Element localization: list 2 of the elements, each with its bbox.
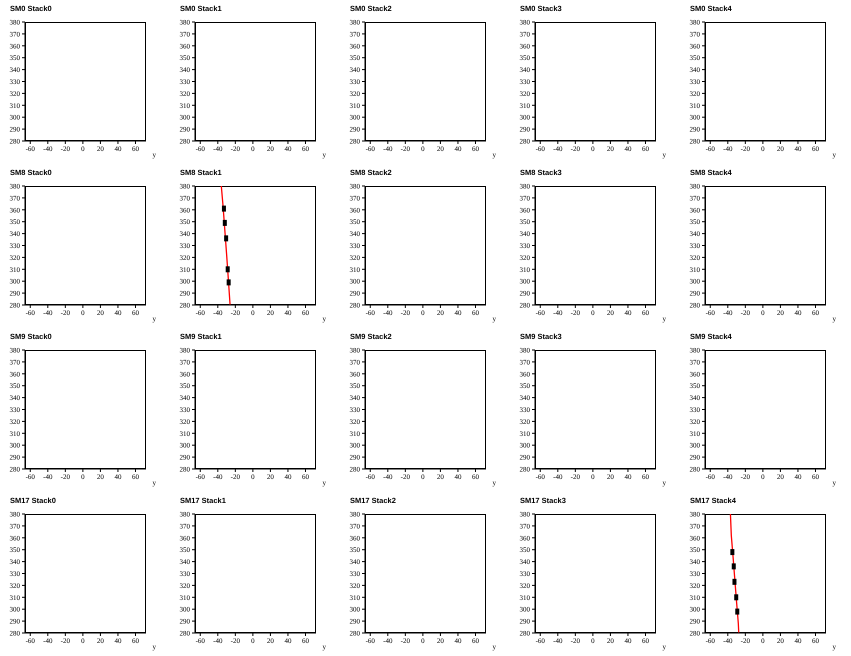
line-series bbox=[220, 186, 231, 305]
line-series bbox=[730, 514, 740, 633]
